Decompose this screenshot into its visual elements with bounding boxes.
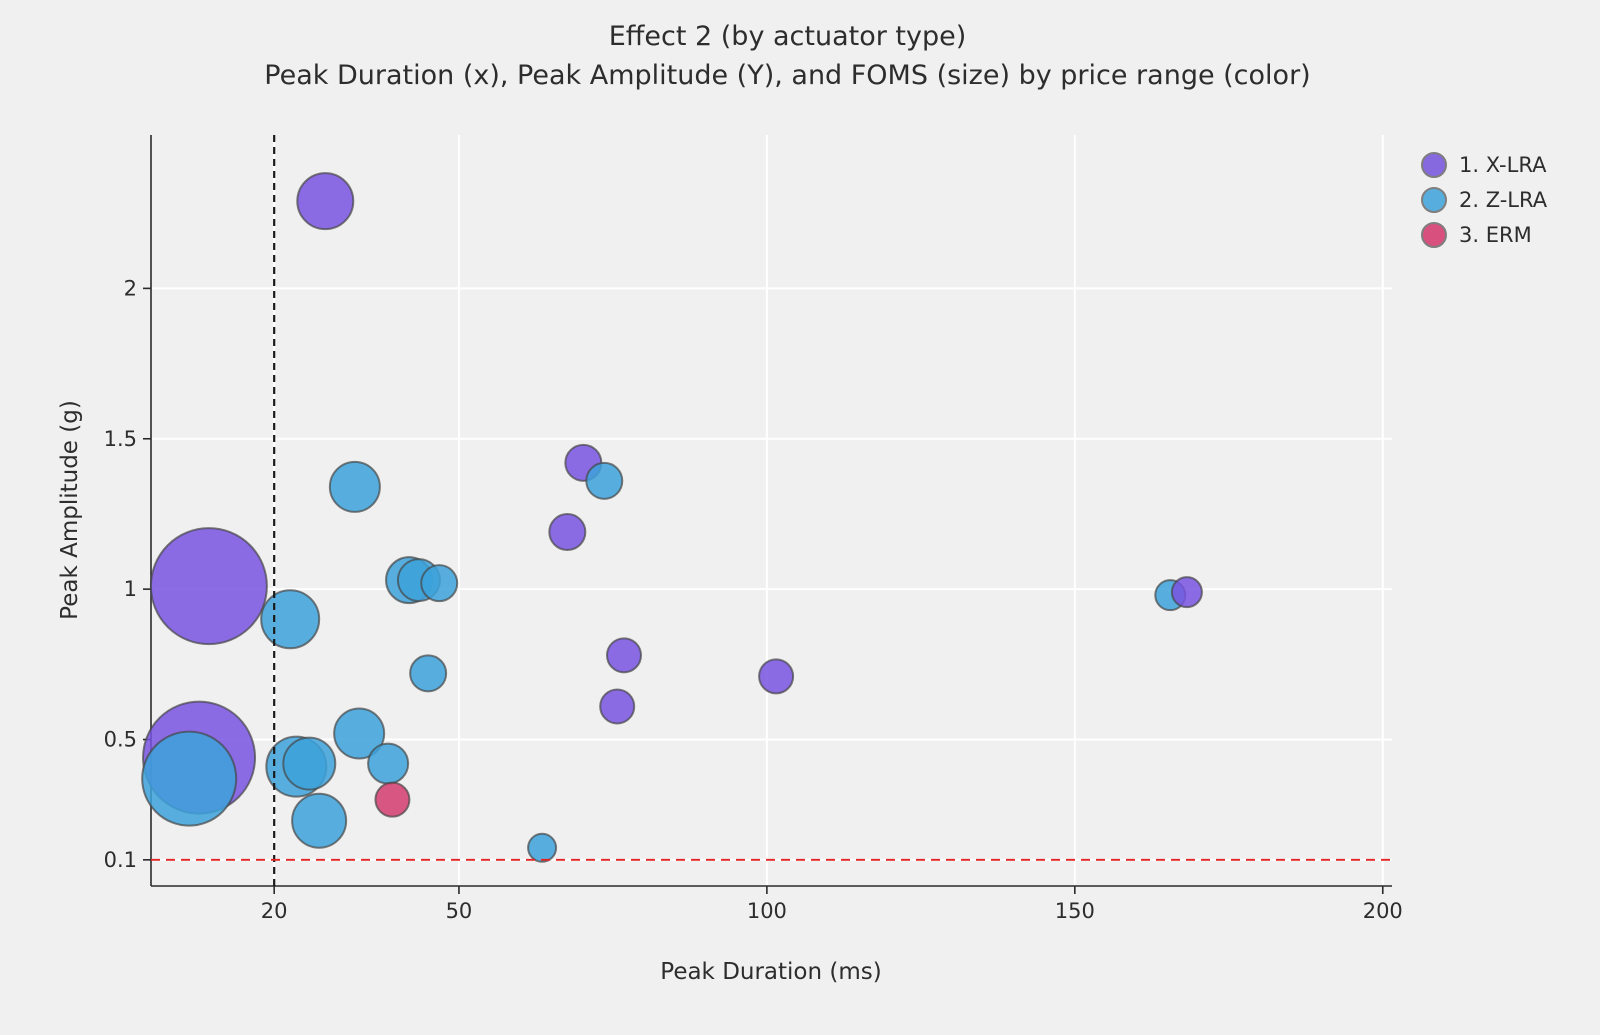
y-tick-label: 1.5 [104,427,137,451]
legend-label-z-lra: 2. Z-LRA [1459,187,1548,212]
legend-marker-z-lra-icon [1421,186,1447,213]
x-tick-label: 20 [261,899,288,923]
bubble[interactable] [374,781,411,818]
bubble[interactable] [1170,576,1203,609]
y-tick-label: 1 [124,577,137,601]
x-tick-label: 50 [446,899,473,923]
legend-item-z-lra[interactable]: 2. Z-LRA [1421,182,1547,217]
y-axis-title: Peak Amplitude (g) [57,400,83,620]
bubble[interactable] [409,654,448,693]
x-tick-label: 200 [1363,899,1403,923]
legend: 1. X-LRA 2. Z-LRA 3. ERM [1421,147,1547,252]
chart-title-block: Effect 2 (by actuator type) Peak Duratio… [0,18,1575,96]
bubble[interactable] [758,658,795,695]
x-tick-label: 100 [747,899,787,923]
bubble[interactable] [282,736,337,791]
legend-item-x-lra[interactable]: 1. X-LRA [1421,147,1547,182]
bubble[interactable] [141,730,238,827]
legend-marker-x-lra-icon [1421,151,1447,178]
bubble[interactable] [149,527,268,646]
y-tick-label: 2 [124,276,137,300]
bubble[interactable] [291,792,348,849]
x-axis-title: Peak Duration (ms) [660,959,882,985]
legend-marker-erm-icon [1421,221,1447,248]
legend-label-x-lra: 1. X-LRA [1459,152,1547,177]
bubble[interactable] [333,707,386,760]
bubble[interactable] [420,564,459,603]
bubble[interactable] [367,742,410,785]
legend-item-erm[interactable]: 3. ERM [1421,217,1547,252]
bubble[interactable] [527,832,558,863]
y-tick-label: 0.1 [104,848,137,872]
bubble[interactable] [548,513,587,552]
chart-subtitle: Peak Duration (x), Peak Amplitude (Y), a… [264,60,1311,91]
legend-label-erm: 3. ERM [1459,222,1532,247]
bubble[interactable] [599,688,636,725]
bubble[interactable] [585,461,624,500]
chart-title: Effect 2 (by actuator type) [608,21,967,52]
x-tick-label: 150 [1055,899,1095,923]
bubble[interactable] [260,589,321,650]
y-tick-label: 0.5 [104,728,137,752]
bubble[interactable] [605,637,642,674]
bubble[interactable] [296,172,355,231]
bubble[interactable] [328,460,381,513]
